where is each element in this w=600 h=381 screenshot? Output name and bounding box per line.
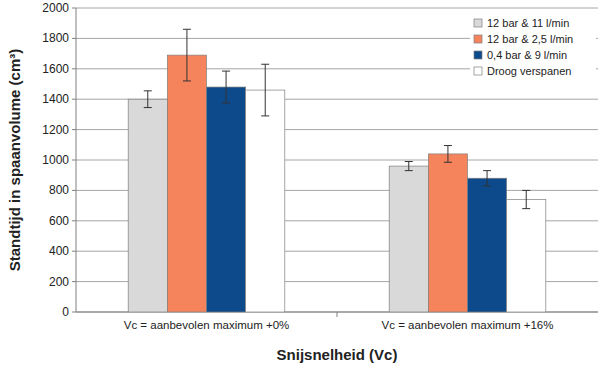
y-tick	[72, 281, 76, 282]
grid-line	[76, 8, 598, 9]
error-bar	[144, 91, 152, 108]
legend-swatch	[474, 67, 482, 75]
error-bar	[261, 64, 269, 116]
y-tick	[72, 38, 76, 39]
chart-svg: 0 200 400 600 800 1000 1200 1400 1600 1800 2000 Vc …	[0, 0, 600, 381]
y-tick	[72, 160, 76, 161]
y-tick-label: 600	[49, 214, 69, 228]
y-tick-label: 1000	[42, 153, 69, 167]
x-tick-label: Vc = aanbevolen maximum +0%	[124, 319, 290, 331]
y-tick-label: 200	[49, 275, 69, 289]
chart-container: 0 200 400 600 800 1000 1200 1400 1600 1800 2000 Vc …	[0, 0, 600, 381]
y-tick-label: 2000	[42, 1, 69, 15]
y-tick	[72, 68, 76, 69]
bar	[128, 99, 167, 312]
bar	[468, 178, 507, 312]
y-tick	[72, 129, 76, 130]
y-tick-label: 800	[49, 183, 69, 197]
y-tick	[72, 251, 76, 252]
legend: 12 bar & 11 l/min 12 bar & 2,5 l/min 0,4 b…	[470, 12, 596, 84]
bar	[167, 55, 206, 312]
y-tick	[72, 220, 76, 221]
y-axis	[76, 8, 77, 312]
y-axis-title: Standtijd in spaanvolume (cm³)	[6, 49, 23, 272]
y-tick	[72, 312, 76, 313]
x-tick	[337, 312, 338, 317]
error-bar	[183, 29, 191, 81]
error-bar	[222, 71, 230, 103]
bar	[389, 166, 428, 312]
x-tick-label: Vc = aanbevolen maximum +16%	[382, 319, 554, 331]
legend-box	[470, 12, 596, 84]
legend-swatch	[474, 51, 482, 59]
y-tick-label: 0	[62, 305, 69, 319]
y-tick-label: 1800	[42, 31, 69, 45]
error-bar	[444, 146, 452, 163]
legend-label: Droog verspanen	[487, 65, 571, 77]
bar	[507, 200, 546, 312]
legend-label: 12 bar & 11 l/min	[487, 17, 569, 29]
legend-swatch	[474, 35, 482, 43]
y-tick-label: 1600	[42, 62, 69, 76]
y-tick	[72, 99, 76, 100]
error-bar	[405, 162, 413, 171]
error-bar	[483, 171, 491, 186]
error-bar	[522, 190, 530, 208]
x-axis-title: Snijsnelheid (Vc)	[277, 346, 398, 363]
y-tick-label: 1400	[42, 92, 69, 106]
legend-label: 12 bar & 2,5 l/min	[487, 33, 573, 45]
y-tick-label: 1200	[42, 123, 69, 137]
bar	[207, 87, 246, 312]
y-tick-label: 400	[49, 244, 69, 258]
bar	[428, 154, 467, 312]
legend-swatch	[474, 19, 482, 27]
y-tick	[72, 8, 76, 9]
legend-label: 0,4 bar & 9 l/min	[487, 49, 567, 61]
y-tick	[72, 190, 76, 191]
bar	[246, 90, 285, 312]
